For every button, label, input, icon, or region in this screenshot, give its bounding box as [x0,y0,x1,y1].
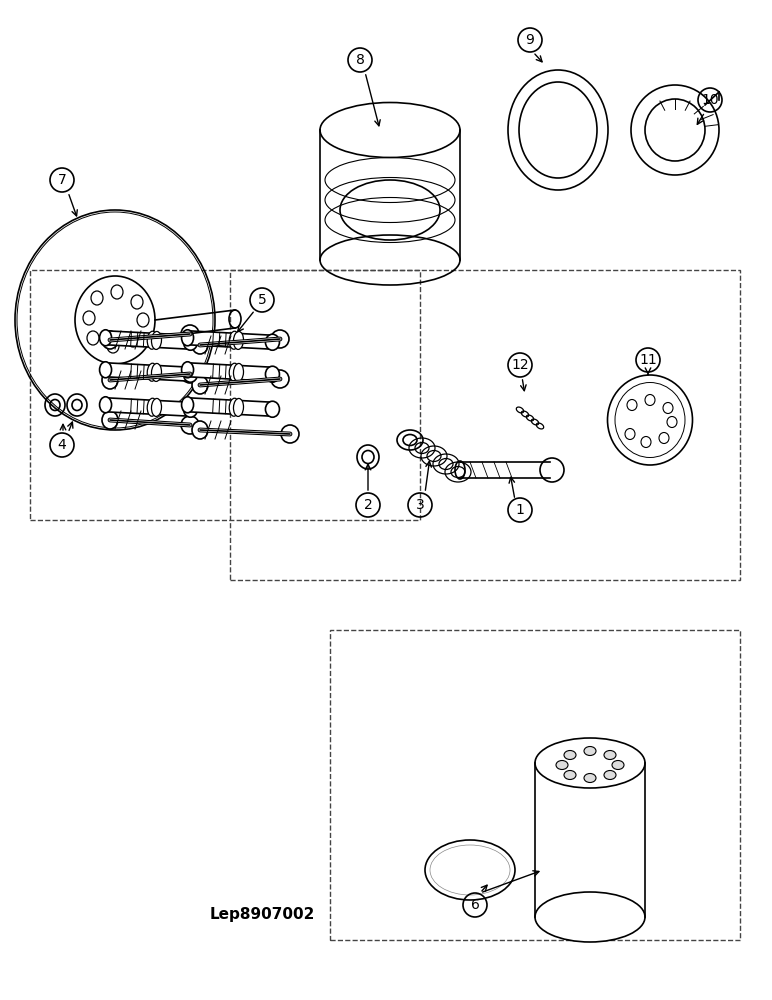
Text: 3: 3 [415,498,425,512]
Ellipse shape [181,397,194,413]
Ellipse shape [147,331,157,349]
Polygon shape [105,331,191,349]
Text: 6: 6 [471,898,479,912]
Ellipse shape [192,421,208,439]
Polygon shape [187,398,273,416]
Circle shape [181,325,199,343]
Ellipse shape [100,362,112,378]
Ellipse shape [151,363,161,381]
Text: 10: 10 [701,93,719,107]
Ellipse shape [192,336,208,354]
Ellipse shape [266,366,279,382]
Ellipse shape [102,331,118,349]
Ellipse shape [147,363,157,381]
Polygon shape [187,363,273,381]
Text: 7: 7 [58,173,66,187]
Text: 8: 8 [356,53,364,67]
Ellipse shape [233,398,243,416]
Text: 1: 1 [516,503,524,517]
Circle shape [181,416,199,434]
Text: 4: 4 [58,438,66,452]
Circle shape [281,425,299,443]
Ellipse shape [229,331,239,349]
Ellipse shape [266,334,279,350]
Ellipse shape [184,401,198,417]
Circle shape [181,365,199,383]
Circle shape [271,330,289,348]
Ellipse shape [151,331,161,349]
Polygon shape [187,331,273,349]
Ellipse shape [584,774,596,782]
Ellipse shape [535,892,645,942]
Ellipse shape [151,398,161,416]
Ellipse shape [233,331,243,349]
Text: 12: 12 [511,358,529,372]
Ellipse shape [192,376,208,394]
Ellipse shape [184,334,198,350]
Polygon shape [105,398,191,416]
Ellipse shape [604,750,616,760]
Ellipse shape [612,760,624,770]
Ellipse shape [181,362,194,378]
Text: 2: 2 [364,498,372,512]
Ellipse shape [229,363,239,381]
Text: 5: 5 [258,293,266,307]
Ellipse shape [564,750,576,760]
Ellipse shape [584,746,596,756]
Ellipse shape [147,398,157,416]
Ellipse shape [229,398,239,416]
Ellipse shape [102,371,118,389]
Ellipse shape [102,411,118,429]
Ellipse shape [184,366,198,382]
Ellipse shape [556,760,568,770]
Ellipse shape [100,330,112,346]
Text: Lep8907002: Lep8907002 [210,908,315,922]
Text: 9: 9 [526,33,534,47]
Ellipse shape [425,840,515,900]
Ellipse shape [181,330,194,346]
Ellipse shape [604,770,616,780]
Text: 11: 11 [639,353,657,367]
Polygon shape [105,363,191,381]
Ellipse shape [100,397,112,413]
Ellipse shape [535,738,645,788]
Circle shape [271,370,289,388]
Ellipse shape [233,363,243,381]
Ellipse shape [266,401,279,417]
Ellipse shape [564,770,576,780]
